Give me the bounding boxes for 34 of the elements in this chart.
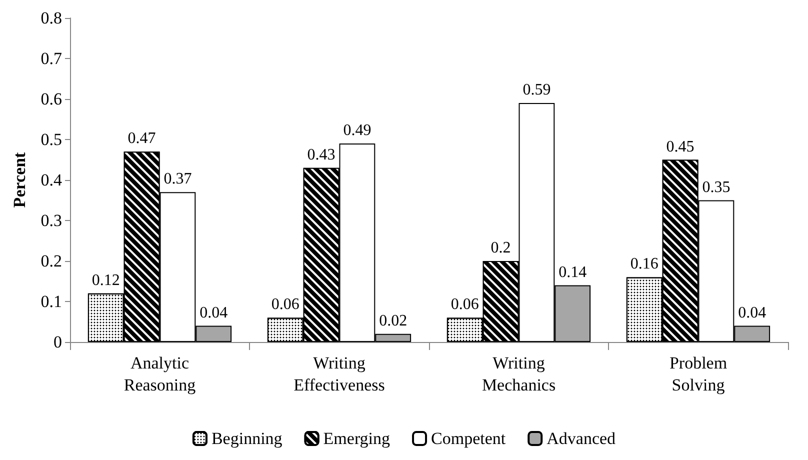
y-tick-label: 0.2 <box>40 252 62 270</box>
data-label: 0.14 <box>558 264 587 281</box>
legend-label: Competent <box>431 429 506 448</box>
data-label: 0.45 <box>666 138 694 156</box>
data-label: 0.02 <box>379 312 408 330</box>
data-label: 0.37 <box>164 170 192 188</box>
y-tick-label: 0.8 <box>40 8 62 28</box>
data-label: 0.49 <box>343 122 372 140</box>
data-label: 0.06 <box>271 296 300 314</box>
data-label: 0.43 <box>307 146 336 164</box>
data-label: 0.06 <box>450 296 479 314</box>
y-tick-label: 0.4 <box>40 170 62 190</box>
data-label: 0.12 <box>92 272 120 289</box>
y-tick-label: 0.3 <box>40 211 62 230</box>
x-tick-label: Analytic Reasoning <box>124 354 196 394</box>
x-tick-label: Writing Mechanics <box>482 354 556 394</box>
data-label: 0.2 <box>490 240 511 256</box>
y-tick-label: 0.5 <box>40 130 62 149</box>
y-tick-label: 0 <box>54 332 62 352</box>
legend-label: Emerging <box>323 429 391 448</box>
data-label: 0.04 <box>738 304 766 322</box>
data-label: 0.04 <box>200 304 228 322</box>
legend-label: Advanced <box>546 429 616 448</box>
data-label: 0.35 <box>702 178 730 196</box>
data-label: 0.47 <box>128 130 156 148</box>
y-tick-label: 0.7 <box>40 49 62 68</box>
y-tick-label: 0.1 <box>40 292 62 311</box>
y-tick-label: 0.6 <box>40 90 62 108</box>
y-axis-title: Percent <box>10 152 29 208</box>
data-label: 0.59 <box>522 82 551 99</box>
x-tick-label: Writing Effectiveness <box>294 354 385 394</box>
x-tick-label: Problem Solving <box>669 354 728 394</box>
data-label: 0.16 <box>630 256 658 273</box>
legend-label: Beginning <box>211 429 283 448</box>
